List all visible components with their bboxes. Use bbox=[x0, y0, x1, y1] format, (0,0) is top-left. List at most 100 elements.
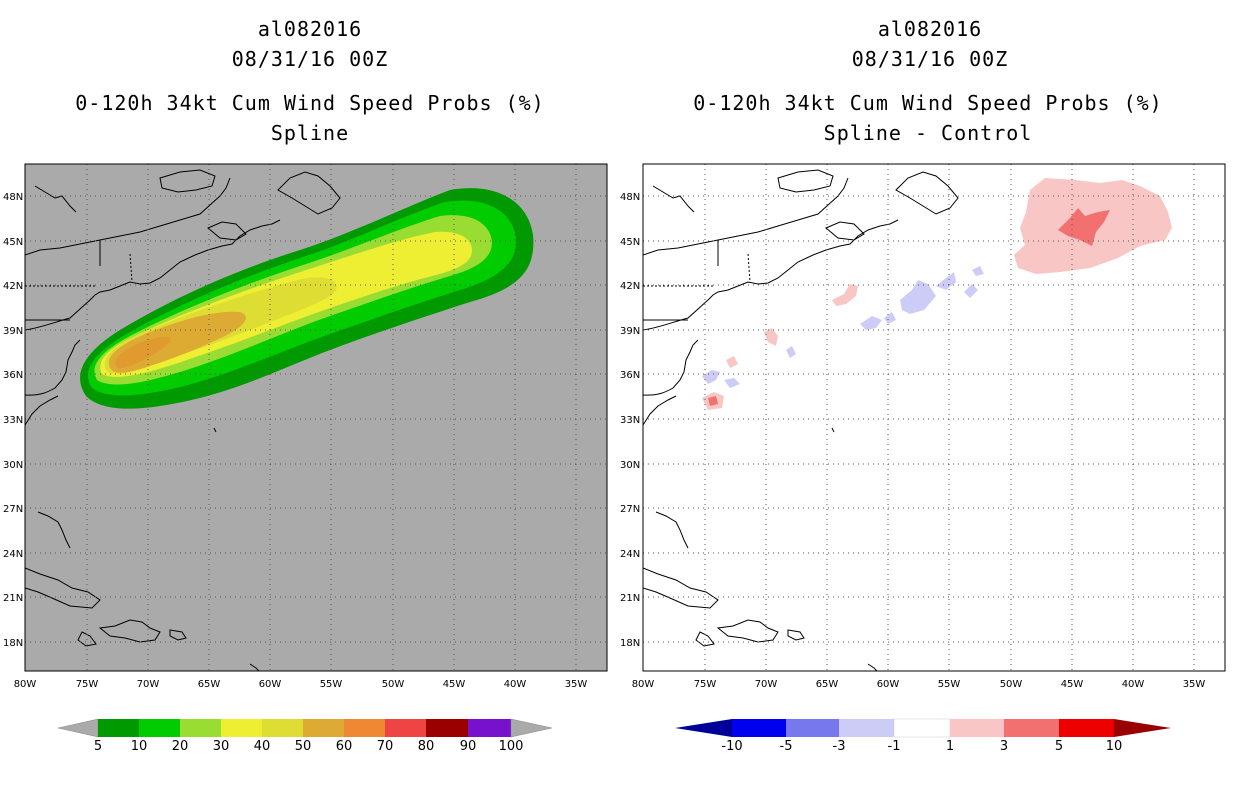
left-lat-label: 33N bbox=[3, 415, 23, 426]
left-colorbar-label: 70 bbox=[377, 739, 394, 754]
left-colorbar-label: 5 bbox=[94, 739, 102, 754]
left-lon-label: 75W bbox=[76, 679, 99, 690]
right-colorbar-label: 1 bbox=[946, 739, 954, 754]
left-lat-label: 21N bbox=[3, 593, 23, 604]
diff-positive-3to5 bbox=[708, 396, 718, 406]
right-lon-labels: 80W 75W 70W 65W 60W 55W 50W 45W 40W 35W bbox=[632, 679, 1206, 690]
left-lat-labels: 48N 45N 42N 39N 36N 33N 30N 27N 24N 21N … bbox=[3, 192, 23, 649]
colorbar-swatch bbox=[303, 719, 344, 737]
diff-negative-1to3 bbox=[702, 370, 720, 384]
diff-negative-1to3 bbox=[724, 378, 740, 388]
colorbar-swatch bbox=[893, 718, 951, 738]
colorbar-swatch bbox=[221, 719, 262, 737]
left-lon-label: 55W bbox=[320, 679, 343, 690]
colorbar-swatch bbox=[98, 719, 139, 737]
colorbar-swatch bbox=[180, 719, 221, 737]
colorbar-swatch bbox=[468, 719, 511, 737]
right-lat-label: 24N bbox=[620, 549, 640, 560]
right-lat-label: 27N bbox=[620, 504, 640, 515]
left-colorbar-label: 40 bbox=[254, 739, 271, 754]
left-panel-subtitle: 0-120h 34kt Cum Wind Speed Probs (%) Spl… bbox=[10, 88, 610, 148]
right-lat-label: 42N bbox=[620, 281, 640, 292]
left-colorbar-label: 30 bbox=[213, 739, 230, 754]
colorbar-swatch bbox=[839, 719, 894, 737]
colorbar-swatch bbox=[950, 719, 1004, 737]
right-lat-label: 36N bbox=[620, 370, 640, 381]
left-coastlines bbox=[25, 169, 341, 671]
left-colorbar-under-arrow bbox=[57, 718, 99, 738]
right-lat-label: 18N bbox=[620, 638, 640, 649]
left-lat-label: 48N bbox=[3, 192, 23, 203]
left-variant: Spline bbox=[270, 121, 350, 145]
left-colorbar-label: 20 bbox=[172, 739, 189, 754]
left-lon-label: 70W bbox=[137, 679, 160, 690]
left-colorbar-labels: 5 10 20 30 40 50 60 70 80 90 100 bbox=[94, 739, 524, 754]
right-lon-label: 65W bbox=[816, 679, 839, 690]
right-lon-label: 50W bbox=[1000, 679, 1023, 690]
colorbar-swatch bbox=[262, 719, 303, 737]
right-panel-subtitle: 0-120h 34kt Cum Wind Speed Probs (%) Spl… bbox=[628, 88, 1228, 148]
right-lat-labels: 48N 45N 42N 39N 36N 33N 30N 27N 24N 21N … bbox=[620, 192, 640, 649]
left-lon-labels: 80W 75W 70W 65W 60W 55W 50W 45W 40W 35W bbox=[14, 679, 588, 690]
right-coastlines bbox=[643, 169, 959, 671]
right-map-frame bbox=[642, 163, 1226, 672]
left-colorbar-label: 80 bbox=[418, 739, 435, 754]
left-lat-label: 30N bbox=[3, 460, 23, 471]
diff-positive-1to3 bbox=[726, 356, 738, 368]
right-lon-label: 60W bbox=[877, 679, 900, 690]
right-storm-id: al082016 bbox=[877, 17, 983, 41]
right-lat-label: 21N bbox=[620, 593, 640, 604]
right-product: 0-120h 34kt Cum Wind Speed Probs (%) bbox=[693, 91, 1163, 115]
diff-positive-3to5 bbox=[1058, 208, 1110, 246]
right-lat-label: 45N bbox=[620, 237, 640, 248]
left-lat-label: 45N bbox=[3, 237, 23, 248]
colorbar-swatch bbox=[344, 719, 385, 737]
right-lat-label: 39N bbox=[620, 326, 640, 337]
diff-negative-1to3 bbox=[786, 346, 796, 358]
right-lat-label: 33N bbox=[620, 415, 640, 426]
left-lon-label: 35W bbox=[565, 679, 588, 690]
diff-positive-1to3 bbox=[832, 284, 858, 306]
left-lat-label: 39N bbox=[3, 326, 23, 337]
right-colorbar-label: -10 bbox=[721, 739, 742, 754]
colorbar-swatch bbox=[139, 719, 180, 737]
left-colorbar-label: 100 bbox=[499, 739, 524, 754]
right-lat-label: 48N bbox=[620, 192, 640, 203]
left-lat-label: 36N bbox=[3, 370, 23, 381]
right-colorbar-label: 10 bbox=[1106, 739, 1123, 754]
colorbar-swatch bbox=[1059, 719, 1114, 737]
right-variant: Spline - Control bbox=[823, 121, 1033, 145]
left-colorbar-over-arrow bbox=[510, 718, 553, 738]
left-storm-id: al082016 bbox=[257, 17, 363, 41]
left-panel-title: al082016 08/31/16 00Z bbox=[30, 14, 590, 74]
left-colorbar-label: 10 bbox=[131, 739, 148, 754]
right-colorbar-label: -5 bbox=[780, 739, 793, 754]
right-lon-label: 80W bbox=[632, 679, 655, 690]
left-lon-label: 65W bbox=[198, 679, 221, 690]
right-colorbar bbox=[675, 718, 1171, 738]
right-datetime: 08/31/16 00Z bbox=[851, 47, 1009, 71]
diff-positive-1to3 bbox=[764, 328, 778, 346]
left-map-frame bbox=[24, 163, 608, 672]
right-colorbar-label: 5 bbox=[1055, 739, 1063, 754]
left-lat-label: 24N bbox=[3, 549, 23, 560]
prob-contour-60 bbox=[115, 336, 171, 369]
colorbar-swatch bbox=[385, 719, 426, 737]
left-datetime: 08/31/16 00Z bbox=[231, 47, 389, 71]
right-lon-label: 55W bbox=[938, 679, 961, 690]
left-lon-label: 45W bbox=[443, 679, 466, 690]
diff-negative-1to3 bbox=[860, 316, 882, 330]
right-colorbar-label: -1 bbox=[888, 739, 901, 754]
right-lon-label: 70W bbox=[755, 679, 778, 690]
left-probability-field bbox=[80, 188, 534, 409]
left-colorbar bbox=[57, 718, 553, 738]
left-lat-label: 18N bbox=[3, 638, 23, 649]
right-panel-title: al082016 08/31/16 00Z bbox=[650, 14, 1210, 74]
right-lon-label: 35W bbox=[1183, 679, 1206, 690]
left-lon-label: 50W bbox=[382, 679, 405, 690]
left-map bbox=[24, 163, 608, 672]
right-lon-label: 45W bbox=[1061, 679, 1084, 690]
right-colorbar-under-arrow bbox=[675, 719, 732, 737]
left-colorbar-label: 90 bbox=[460, 739, 477, 754]
